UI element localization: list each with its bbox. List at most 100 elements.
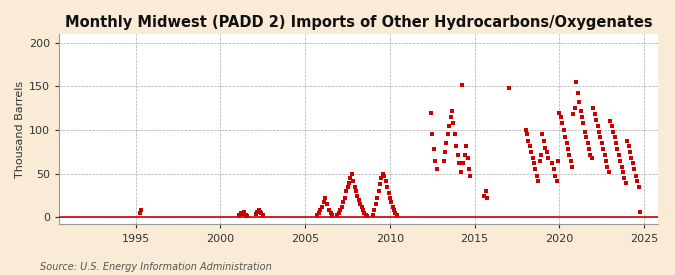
Point: [614, 152, 624, 157]
Point: [439, 150, 450, 154]
Point: [597, 141, 608, 145]
Point: [315, 208, 326, 213]
Point: [592, 123, 603, 128]
Point: [134, 211, 145, 215]
Point: [599, 152, 610, 157]
Point: [541, 150, 552, 154]
Point: [587, 156, 597, 160]
Point: [530, 167, 541, 172]
Point: [503, 86, 514, 90]
Point: [623, 144, 634, 148]
Point: [338, 200, 349, 204]
Point: [340, 196, 350, 200]
Point: [574, 100, 585, 104]
Point: [350, 189, 361, 193]
Point: [615, 158, 626, 163]
Point: [240, 213, 251, 217]
Point: [572, 91, 583, 96]
Title: Monthly Midwest (PADD 2) Imports of Other Hydrocarbons/Oxygenates: Monthly Midwest (PADD 2) Imports of Othe…: [65, 15, 652, 30]
Point: [373, 189, 384, 193]
Point: [567, 165, 578, 169]
Point: [556, 115, 566, 119]
Point: [524, 144, 535, 148]
Point: [630, 173, 641, 178]
Point: [441, 141, 452, 145]
Point: [256, 211, 267, 215]
Point: [536, 152, 547, 157]
Point: [598, 147, 609, 152]
Point: [452, 152, 463, 157]
Point: [533, 178, 543, 183]
Point: [520, 128, 531, 132]
Point: [608, 130, 618, 134]
Point: [369, 208, 380, 213]
Point: [427, 132, 437, 137]
Point: [465, 173, 476, 178]
Point: [603, 170, 614, 174]
Point: [633, 185, 644, 189]
Point: [356, 205, 367, 209]
Point: [323, 208, 334, 213]
Point: [337, 205, 348, 209]
Point: [576, 115, 587, 119]
Point: [523, 138, 534, 143]
Point: [529, 161, 539, 166]
Point: [551, 178, 562, 183]
Point: [377, 172, 388, 176]
Point: [460, 152, 470, 157]
Point: [479, 193, 490, 198]
Point: [554, 110, 565, 115]
Point: [629, 167, 640, 172]
Point: [624, 150, 635, 154]
Point: [352, 193, 362, 198]
Point: [575, 109, 586, 113]
Point: [455, 170, 466, 174]
Point: [526, 150, 537, 154]
Point: [632, 178, 643, 183]
Point: [595, 135, 606, 139]
Point: [619, 176, 630, 180]
Point: [389, 208, 400, 213]
Point: [461, 144, 472, 148]
Point: [481, 189, 491, 193]
Point: [360, 213, 371, 217]
Point: [549, 173, 560, 178]
Point: [588, 106, 599, 111]
Point: [605, 119, 616, 123]
Point: [540, 145, 551, 150]
Point: [385, 196, 396, 200]
Point: [344, 180, 354, 185]
Point: [317, 205, 327, 209]
Point: [239, 210, 250, 214]
Point: [553, 158, 564, 163]
Point: [431, 167, 442, 172]
Point: [591, 117, 601, 122]
Point: [585, 152, 596, 157]
Point: [562, 147, 573, 152]
Point: [622, 138, 632, 143]
Point: [558, 128, 569, 132]
Point: [537, 132, 548, 137]
Point: [571, 80, 582, 84]
Point: [376, 176, 387, 180]
Point: [354, 198, 364, 202]
Point: [242, 213, 253, 218]
Point: [601, 158, 612, 163]
Point: [579, 130, 590, 134]
Point: [482, 196, 493, 200]
Point: [566, 158, 576, 163]
Point: [626, 156, 637, 160]
Point: [610, 141, 621, 145]
Point: [136, 207, 146, 212]
Point: [454, 161, 464, 166]
Point: [325, 211, 336, 215]
Point: [446, 115, 456, 119]
Point: [522, 132, 533, 137]
Point: [372, 196, 383, 200]
Point: [568, 112, 579, 117]
Point: [580, 135, 591, 139]
Point: [561, 141, 572, 145]
Point: [620, 180, 631, 185]
Point: [349, 185, 360, 189]
Point: [348, 178, 358, 183]
